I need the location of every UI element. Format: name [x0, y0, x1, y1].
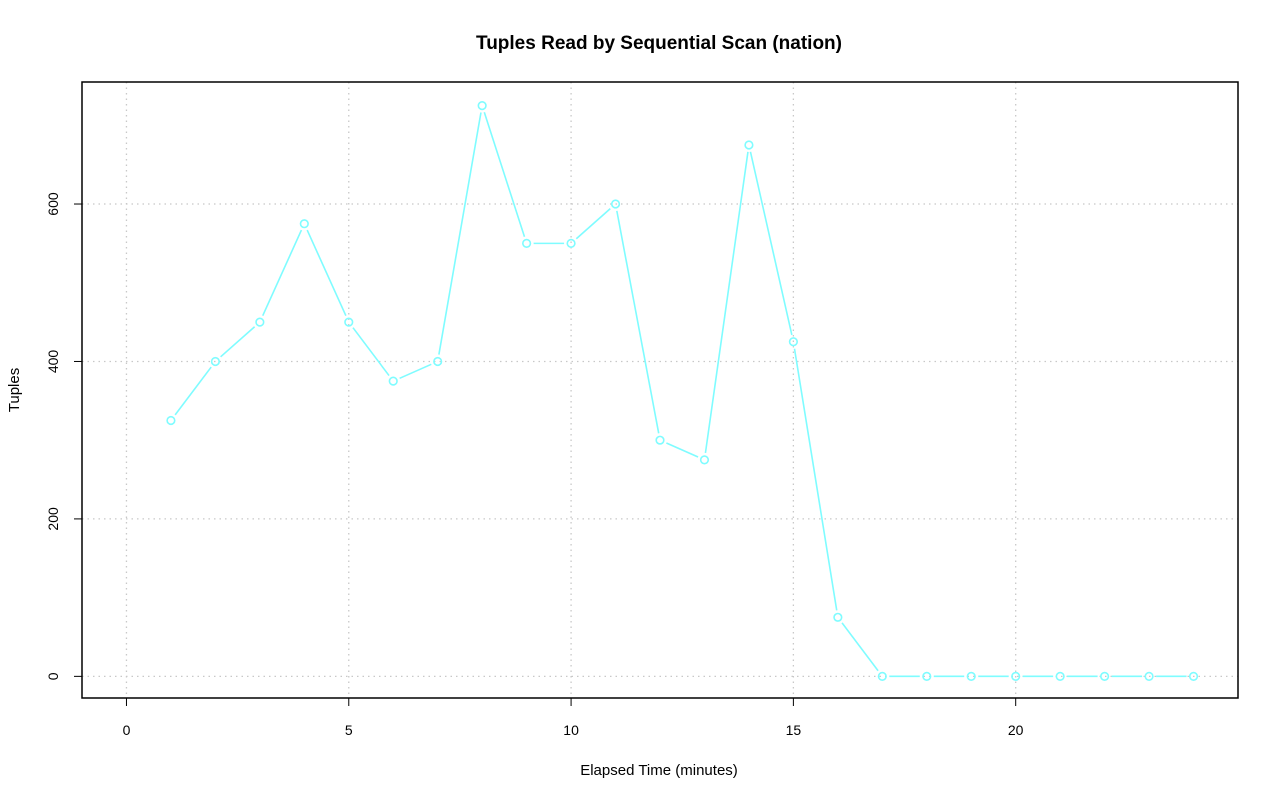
data-point	[966, 671, 976, 681]
y-axis: 0 200 400 600	[45, 192, 83, 680]
x-axis: 0 5 10 15 20	[123, 697, 1024, 738]
series-line-segment	[483, 112, 526, 237]
data-point	[522, 238, 532, 248]
data-point	[610, 199, 621, 209]
series-line-segment	[220, 326, 256, 358]
y-tick-label: 200	[45, 507, 61, 531]
series-line-segment	[399, 363, 432, 380]
data-point	[299, 219, 309, 229]
y-tick-label: 600	[45, 192, 61, 216]
series-line-segment	[575, 208, 611, 240]
series-line-segment	[261, 229, 303, 317]
x-tick-label: 20	[1008, 722, 1024, 738]
x-tick-label: 10	[563, 722, 579, 738]
series-line-segment	[666, 442, 699, 458]
data-point	[344, 317, 354, 327]
data-point	[744, 140, 754, 150]
data-point	[166, 415, 176, 426]
data-point	[255, 317, 265, 327]
x-tick-label: 15	[786, 722, 802, 738]
data-point	[833, 612, 843, 622]
x-axis-label: Elapsed Time (minutes)	[580, 762, 738, 779]
x-tick-label: 0	[123, 722, 131, 738]
data-point	[1055, 671, 1065, 681]
data-point	[477, 101, 487, 111]
data-point	[699, 455, 710, 465]
series-line-segment	[174, 366, 212, 416]
data-point	[1011, 671, 1021, 681]
series-layer	[174, 112, 1187, 678]
x-tick-label: 5	[345, 722, 353, 738]
series-line-segment	[749, 151, 793, 336]
y-axis-label: Tuples	[6, 368, 23, 412]
data-point	[922, 671, 932, 681]
data-point	[788, 337, 798, 347]
data-point	[1188, 671, 1199, 681]
data-point	[210, 356, 220, 367]
grid-layer	[82, 82, 1238, 698]
series-line-segment	[793, 348, 838, 611]
series-line-segment	[352, 327, 390, 377]
data-point	[433, 356, 443, 367]
data-point	[1144, 671, 1154, 681]
chart-title: Tuples Read by Sequential Scan (nation)	[476, 33, 842, 54]
series-line-segment	[306, 229, 347, 317]
series-line-segment	[438, 112, 482, 355]
series-line-segment	[616, 210, 660, 434]
y-tick-label: 400	[45, 350, 61, 374]
data-point	[566, 238, 576, 248]
data-point	[388, 376, 398, 386]
data-point	[655, 435, 665, 445]
y-tick-label: 0	[45, 672, 61, 680]
series-line-segment	[704, 151, 749, 454]
points-layer	[166, 101, 1199, 681]
data-point	[877, 671, 887, 681]
data-point	[1100, 671, 1110, 681]
series-line-segment	[841, 622, 879, 672]
plot-frame	[81, 81, 1239, 699]
